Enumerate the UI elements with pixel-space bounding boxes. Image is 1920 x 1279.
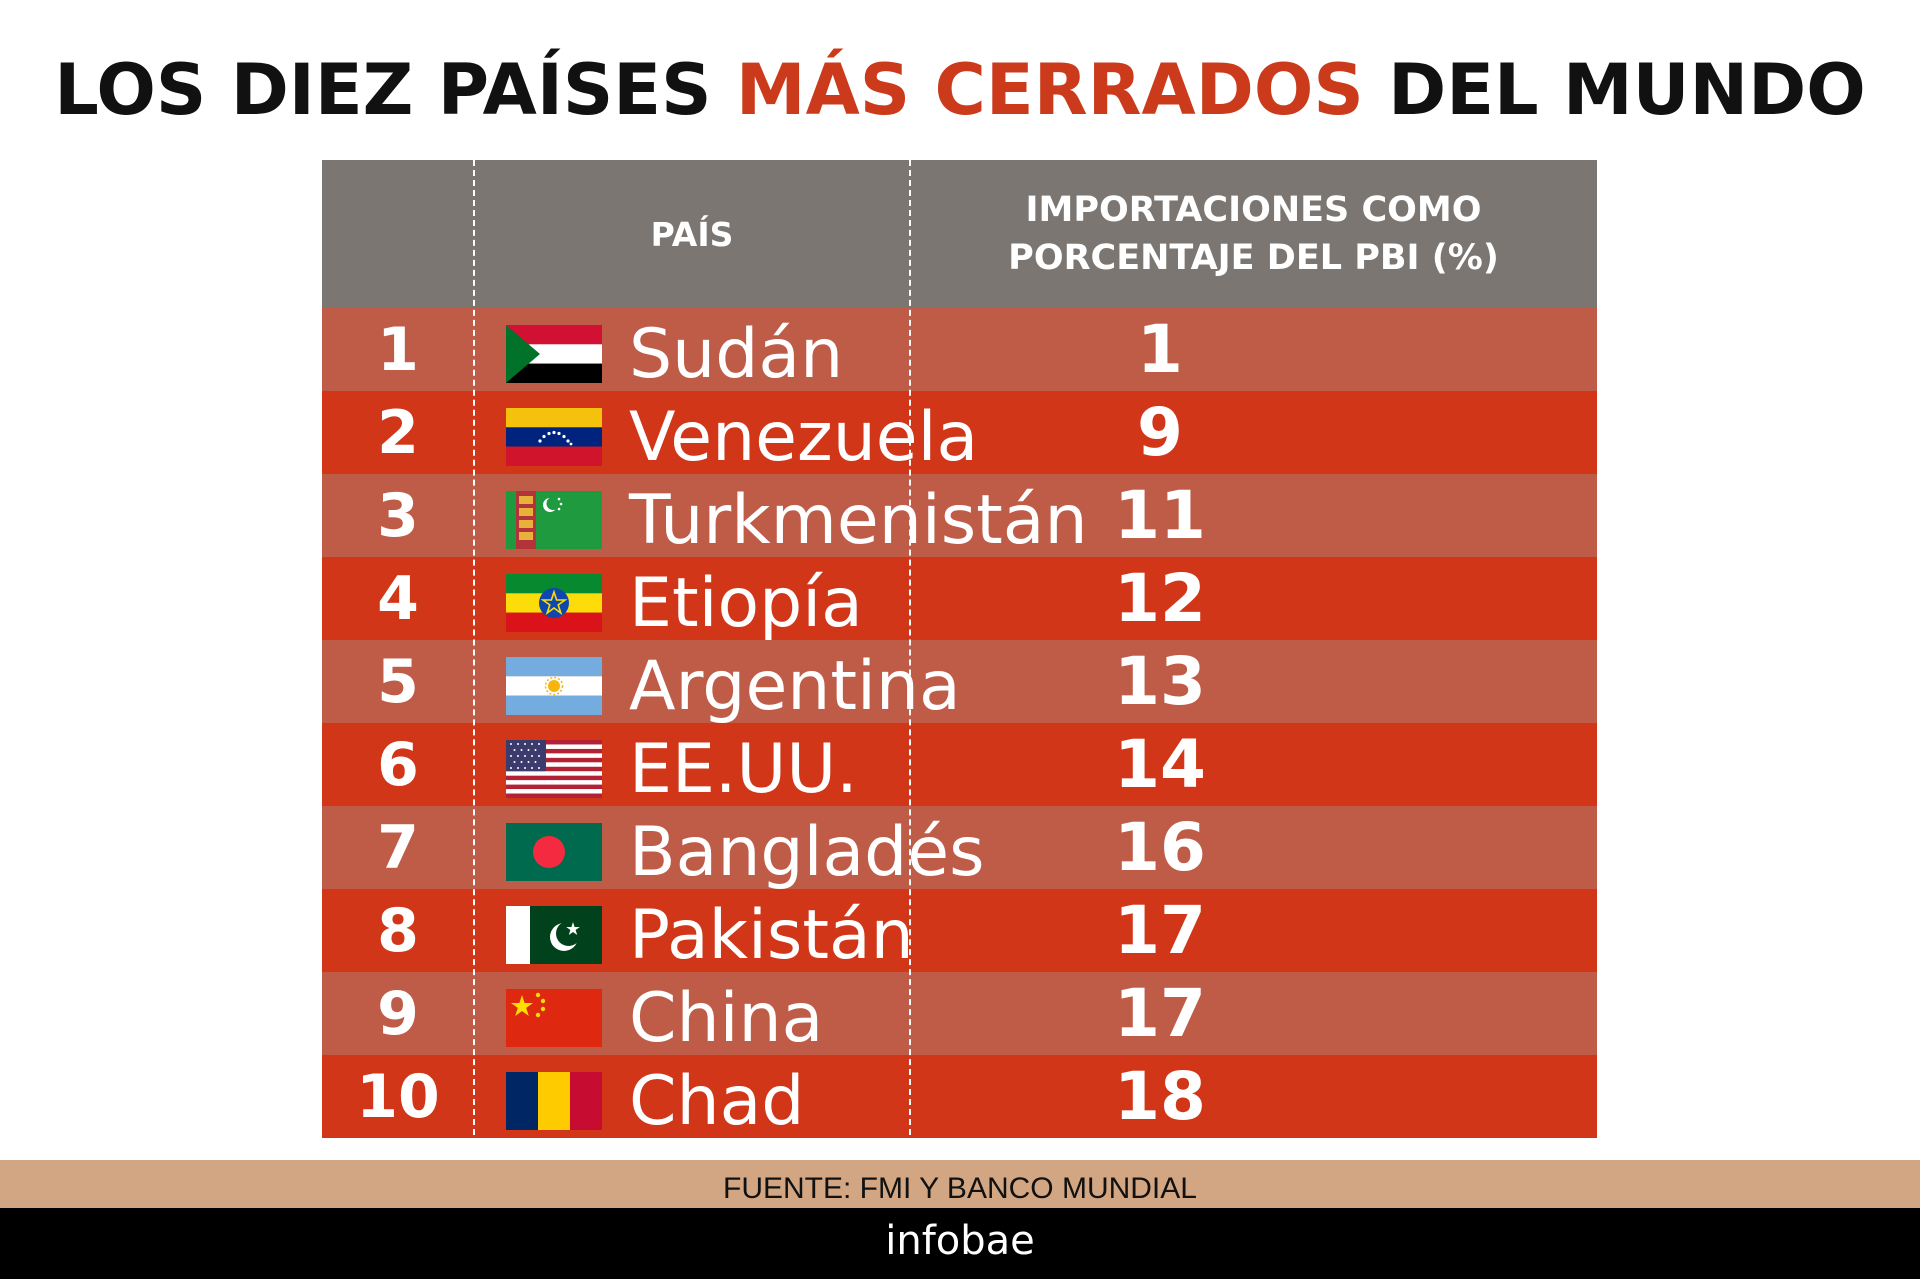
row-country-name: Venezuela [629,398,979,477]
row-import-value: 11 [1114,477,1206,554]
row-country-name: Chad [629,1062,805,1141]
table-row: 5 Argentina 13 [322,640,1597,726]
turkmenistan-flag-icon [506,491,602,549]
header-country: PAÍS [650,214,734,254]
row-rank: 8 [377,895,419,966]
row-country-name: Bangladés [629,813,985,892]
title-part-1: LOS DIEZ PAÍSES [54,49,736,131]
row-import-value: 17 [1114,892,1206,969]
header-imports: IMPORTACIONES COMO PORCENTAJE DEL PBI (%… [1008,190,1499,278]
row-rank: 7 [377,812,419,883]
bangladesh-flag-icon [506,823,602,881]
china-flag-icon [506,989,602,1047]
row-import-value: 12 [1114,560,1206,637]
ethiopia-flag-icon [506,574,602,632]
row-rank: 4 [377,563,419,634]
row-rank: 5 [377,646,419,717]
table-row: 10 Chad 18 [322,1055,1597,1141]
table-row: 7 Bangladés 16 [322,806,1597,892]
title-accent: MÁS CERRADOS [735,49,1364,131]
row-country-name: Argentina [629,647,961,726]
brand-logo: infobae [0,1208,1920,1279]
title-part-2: DEL MUNDO [1363,49,1866,131]
chad-flag-icon [506,1072,602,1130]
table-row: 1 Sudán 1 [322,308,1597,394]
page-title: LOS DIEZ PAÍSES MÁS CERRADOS DEL MUNDO [0,42,1920,138]
row-import-value: 1 [1137,311,1183,388]
row-country-name: Sudán [629,315,844,394]
row-country-name: EE.UU. [629,730,858,809]
row-country-name: Pakistán [629,896,914,975]
table-row: 6 EE.UU. 14 [322,723,1597,809]
venezuela-flag-icon [506,408,602,466]
row-import-value: 14 [1114,726,1206,803]
table-row: 3 Turkmenistán 11 [322,474,1597,560]
table-row: 9 China 17 [322,972,1597,1058]
row-import-value: 18 [1114,1058,1206,1135]
ranking-table: PAÍS IMPORTACIONES COMO PORCENTAJE DEL P… [322,160,1597,1141]
row-import-value: 16 [1114,809,1206,886]
argentina-flag-icon [506,657,602,715]
row-rank: 3 [377,480,419,551]
table-row: 2 Venezuela 9 [322,391,1597,477]
row-rank: 6 [377,729,419,800]
usa-flag-icon [506,740,602,798]
row-country-name: China [629,979,824,1058]
row-rank: 1 [377,314,419,385]
row-import-value: 9 [1137,394,1183,471]
row-country-name: Turkmenistán [629,481,1088,560]
row-country-name: Etiopía [629,564,863,643]
table-header: PAÍS IMPORTACIONES COMO PORCENTAJE DEL P… [322,160,1597,308]
row-rank: 2 [377,397,419,468]
row-import-value: 17 [1114,975,1206,1052]
column-divider-1 [473,160,475,1135]
column-divider-2 [909,160,911,1135]
table-row: 4 Etiopía 12 [322,557,1597,643]
pakistan-flag-icon [506,906,602,964]
sudan-flag-icon [506,325,602,383]
row-import-value: 13 [1114,643,1206,720]
row-rank: 9 [377,978,419,1049]
source-note: FUENTE: FMI Y BANCO MUNDIAL [0,1160,1920,1208]
table-row: 8 Pakistán 17 [322,889,1597,975]
row-rank: 10 [356,1061,440,1132]
